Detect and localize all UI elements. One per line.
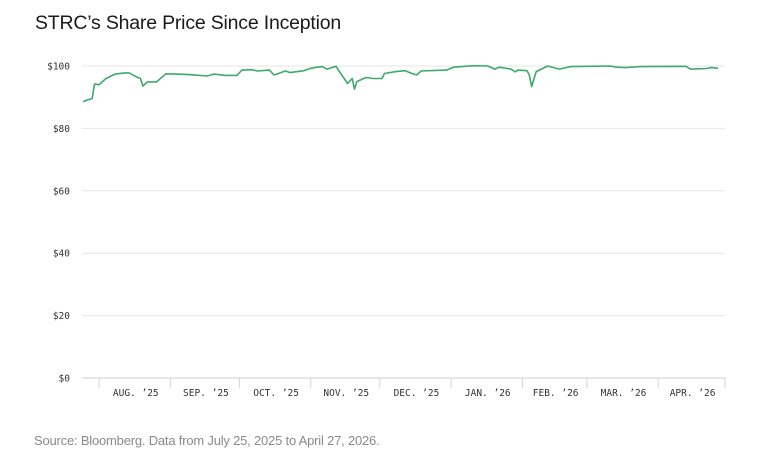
x-tick-label: JAN. ’26: [465, 388, 511, 399]
x-tick-label: APR. ’26: [670, 388, 716, 399]
y-axis: $0 $20 $40 $60 $80 $100: [47, 62, 70, 385]
source-note: Source: Bloomberg. Data from July 25, 20…: [34, 433, 380, 448]
y-tick-label: $0: [59, 374, 71, 385]
series: [82, 64, 719, 103]
x-tick-label: AUG. ’25: [113, 388, 159, 399]
chart-title: STRC’s Share Price Since Inception: [35, 12, 342, 34]
y-tick-label: $40: [53, 249, 70, 260]
price-line: [82, 64, 719, 103]
x-tick-label: OCT. ’25: [253, 388, 299, 399]
x-tick-label: NOV. ’25: [323, 388, 369, 399]
x-tick-label: DEC. ’25: [394, 388, 440, 399]
y-tick-label: $60: [53, 186, 70, 197]
x-tick-label: MAR. ’26: [601, 388, 647, 399]
y-tick-label: $20: [53, 311, 70, 322]
gridlines: [82, 65, 725, 379]
x-tick-label: FEB. ’26: [533, 388, 579, 399]
y-tick-label: $80: [53, 124, 70, 135]
y-tick-label: $100: [47, 62, 70, 73]
x-axis: AUG. ’25 SEP. ’25 OCT. ’25 NOV. ’25 DEC. ’25…: [98, 378, 726, 399]
x-tick-label: SEP. ’25: [183, 388, 229, 399]
